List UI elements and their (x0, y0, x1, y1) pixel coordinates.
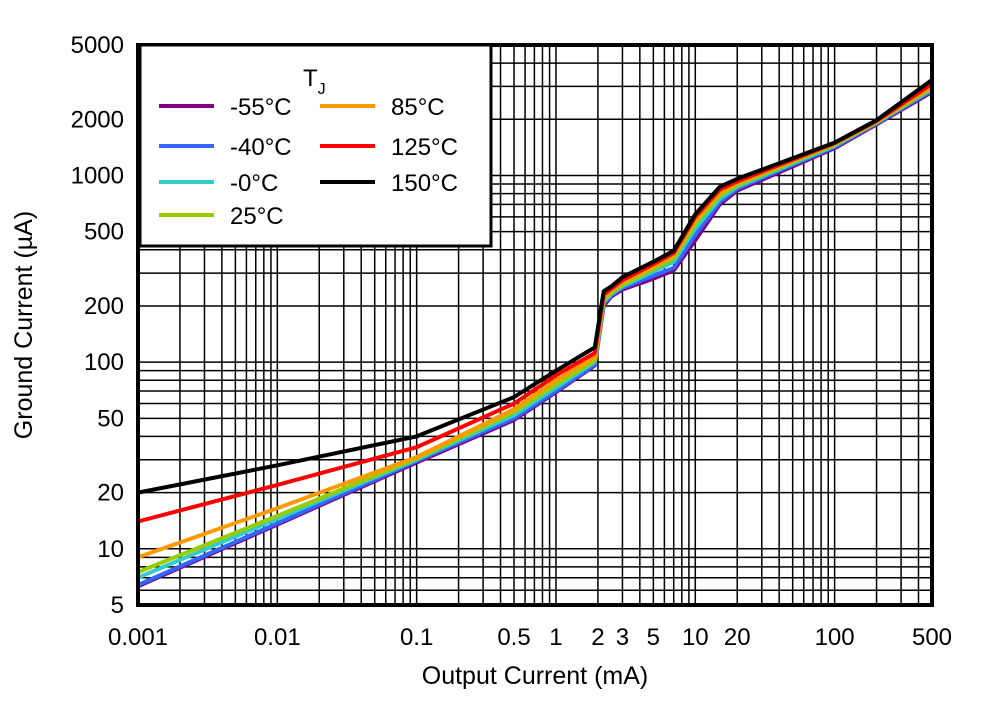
x-tick-label: 20 (724, 624, 751, 651)
x-tick-labels: 0.001 0.01 0.1 0.5 1 2 3 5 10 20 100 500 (108, 624, 952, 651)
plot-frame (136, 43, 934, 607)
y-axis-label: Ground Current (µA) (10, 211, 38, 439)
y-tick-label: 2000 (71, 106, 124, 133)
legend-label: -40°C (230, 134, 292, 161)
legend-item: -0°C (159, 170, 278, 197)
legend-item: 125°C (320, 134, 458, 161)
legend-label: 25°C (230, 203, 284, 230)
x-tick-label: 100 (815, 624, 855, 651)
legend-label: -0°C (230, 170, 278, 197)
x-tick-label: 3 (616, 624, 629, 651)
y-tick-label: 1000 (71, 162, 124, 189)
y-tick-label: 5 (111, 592, 124, 619)
legend-label: 150°C (391, 170, 458, 197)
legend: TJ -55°C -40°C -0°C 25°C 85°C 125°C 150°C (138, 43, 493, 248)
y-tick-label: 200 (84, 293, 124, 320)
legend-item: 25°C (159, 203, 284, 230)
legend-label: -55°C (230, 94, 292, 121)
y-tick-label: 20 (97, 480, 124, 507)
x-tick-label: 10 (682, 624, 709, 651)
x-tick-label: 2 (591, 624, 604, 651)
y-tick-label: 10 (97, 536, 124, 563)
x-tick-label: 500 (912, 624, 952, 651)
legend-title: TJ (303, 65, 326, 98)
x-axis-label: Output Current (mA) (422, 662, 648, 690)
y-tick-label: 5000 (71, 32, 124, 59)
series-lines (137, 78, 934, 589)
y-tick-label: 100 (84, 349, 124, 376)
x-tick-label: 5 (647, 624, 660, 651)
legend-item: 150°C (320, 170, 458, 197)
x-tick-label: 1 (549, 624, 562, 651)
x-tick-label: 0.5 (497, 624, 530, 651)
series-line-150°C (137, 78, 934, 495)
legend-label: 125°C (391, 134, 458, 161)
x-tick-label: 0.001 (108, 624, 168, 651)
legend-label: 85°C (391, 94, 445, 121)
y-tick-labels: 5 10 20 50 100 200 500 1000 2000 5000 (71, 32, 124, 619)
y-tick-label: 50 (97, 405, 124, 432)
legend-item: -40°C (159, 134, 292, 161)
legend-item: 85°C (320, 94, 445, 121)
x-tick-label: 0.1 (400, 624, 433, 651)
x-tick-label: 0.01 (254, 624, 301, 651)
y-tick-label: 500 (84, 219, 124, 246)
legend-item: -55°C (159, 94, 292, 121)
